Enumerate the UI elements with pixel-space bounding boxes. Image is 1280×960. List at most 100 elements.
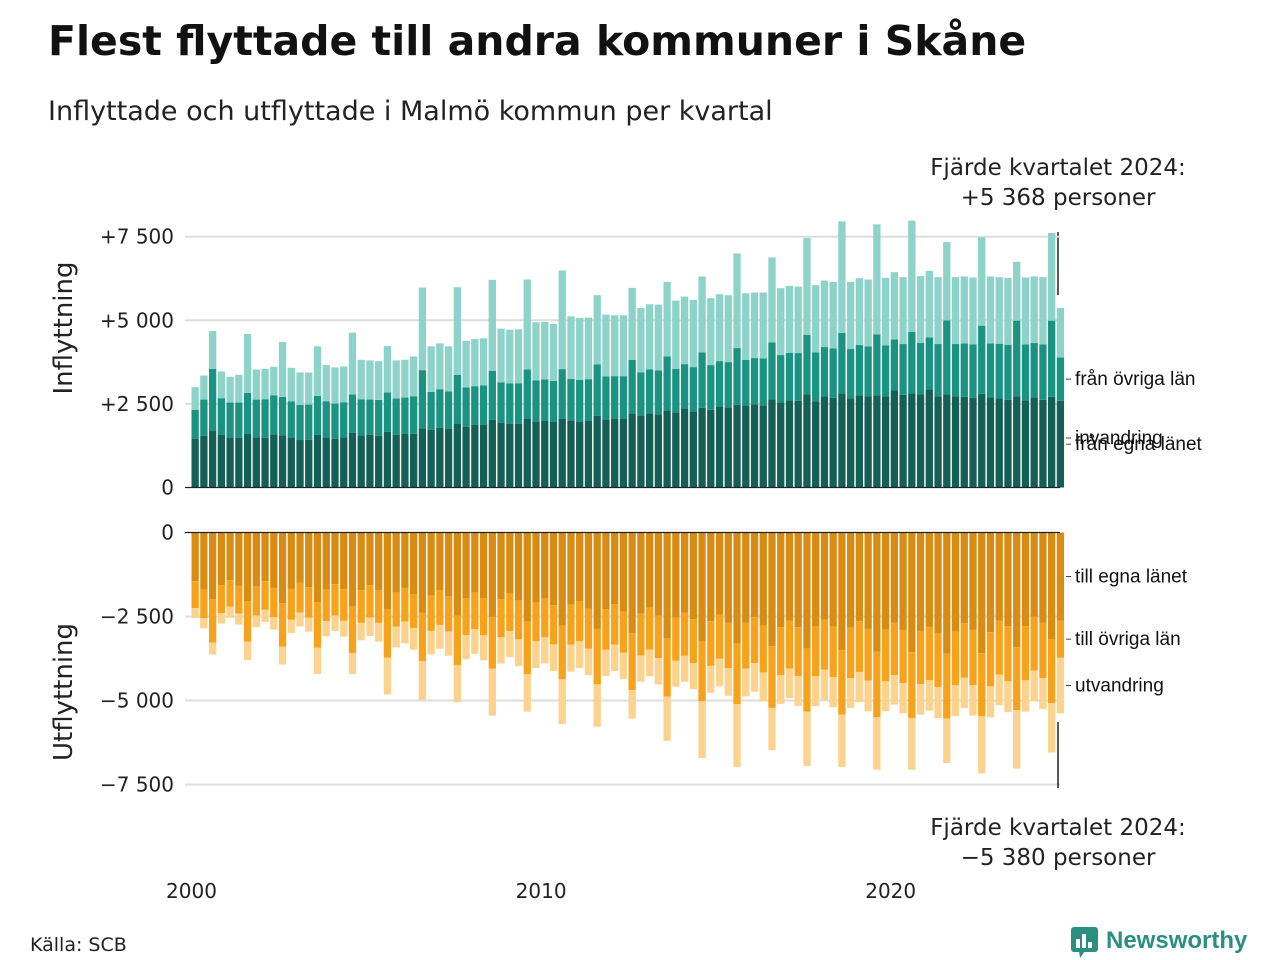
bar-inflyttning-in_egna [217, 435, 226, 488]
bar-utflyttning-out_egna [462, 532, 470, 599]
bar-utflyttning-out_ovriga [1021, 626, 1030, 681]
bar-inflyttning-in_invandring [357, 359, 365, 400]
bar-utflyttning-out_utvandring [785, 668, 794, 699]
bar-utflyttning-out_egna [672, 532, 680, 618]
bar-utflyttning-out_egna [951, 532, 960, 632]
bar-utflyttning-out_ovriga [969, 629, 977, 686]
bar-utflyttning-out_ovriga [777, 627, 785, 675]
bar-inflyttning-in_invandring [873, 224, 881, 335]
bar-inflyttning-in_ovriga [532, 380, 540, 422]
bar-inflyttning-in_ovriga [375, 399, 383, 436]
bar-utflyttning-out_utvandring [637, 655, 645, 682]
bar-utflyttning-out_ovriga [1013, 647, 1021, 711]
bar-inflyttning-in_egna [812, 401, 820, 488]
bar-inflyttning-in_egna [995, 398, 1003, 488]
bar-inflyttning-in_ovriga [733, 348, 741, 405]
bar-inflyttning-in_invandring [479, 338, 488, 386]
bar-utflyttning-out_utvandring [270, 617, 278, 630]
bar-inflyttning-in_invandring [226, 376, 234, 403]
bar-utflyttning-out_utvandring [969, 685, 977, 716]
bar-inflyttning-in_egna [951, 396, 960, 488]
bar-utflyttning-out_egna [479, 532, 488, 599]
bar-utflyttning-out_egna [497, 532, 505, 600]
bar-utflyttning-out_utvandring [444, 631, 453, 656]
bar-inflyttning-in_invandring [1013, 261, 1021, 321]
y-tick-label: −2 500 [100, 605, 174, 629]
bar-utflyttning-out_ovriga [436, 589, 444, 625]
bar-utflyttning-out_egna [908, 532, 916, 653]
bar-utflyttning-out_ovriga [951, 631, 960, 686]
bar-inflyttning-in_egna [558, 418, 566, 488]
bar-utflyttning-out_egna [366, 532, 374, 586]
bar-utflyttning-out_ovriga [742, 622, 750, 669]
bar-utflyttning-out_egna [899, 532, 907, 630]
bar-utflyttning-out_utvandring [497, 637, 505, 664]
bar-utflyttning-out_utvandring [383, 657, 392, 695]
bar-inflyttning-in_invandring [916, 276, 925, 344]
bar-inflyttning-in_ovriga [497, 382, 505, 423]
bar-utflyttning-out_ovriga [847, 627, 855, 678]
bar-inflyttning-in_invandring [689, 299, 697, 368]
bar-inflyttning-in_ovriga [340, 402, 348, 438]
bar-inflyttning-in_ovriga [777, 355, 785, 403]
bar-utflyttning-out_egna [506, 532, 514, 593]
bar-utflyttning-out_utvandring [479, 635, 488, 661]
bar-utflyttning-out_utvandring [506, 630, 514, 658]
bar-inflyttning-in_ovriga [619, 376, 628, 419]
bar-utflyttning-out_ovriga [296, 582, 304, 613]
bar-inflyttning-in_ovriga [1056, 357, 1065, 401]
bar-utflyttning-out_ovriga [401, 587, 409, 622]
bar-inflyttning-in_egna [243, 434, 252, 488]
bar-utflyttning-out_ovriga [208, 599, 217, 643]
bar-inflyttning-in_ovriga [611, 376, 619, 419]
bar-inflyttning-in_invandring [313, 346, 322, 396]
bar-inflyttning-in_invandring [1048, 233, 1056, 321]
bar-utflyttning-out_utvandring [567, 644, 575, 672]
bar-utflyttning-out_utvandring [689, 663, 697, 690]
bar-utflyttning-out_utvandring [890, 674, 898, 705]
bar-inflyttning-in_ovriga [348, 394, 357, 433]
bar-inflyttning-in_egna [925, 389, 933, 488]
bar-inflyttning-in_invandring [497, 328, 505, 383]
bar-utflyttning-out_ovriga [270, 587, 278, 618]
bar-utflyttning-out_egna [427, 532, 435, 596]
bar-inflyttning-in_invandring [847, 281, 855, 350]
bar-utflyttning-out_egna [340, 532, 348, 590]
bar-inflyttning-in_invandring [576, 317, 584, 380]
bar-utflyttning-out_utvandring [698, 701, 706, 758]
bar-inflyttning-in_egna [340, 437, 348, 488]
bar-utflyttning-out_egna [969, 532, 977, 630]
bar-inflyttning-in_ovriga [637, 372, 645, 416]
bar-inflyttning-in_invandring [1039, 277, 1047, 345]
bar-inflyttning-in_ovriga [978, 325, 986, 394]
bar-utflyttning-out_egna [549, 532, 558, 606]
bar-inflyttning-in_invandring [549, 323, 558, 381]
bar-inflyttning-in_ovriga [541, 379, 549, 421]
bar-utflyttning-out_egna [383, 532, 392, 610]
bar-inflyttning-in_egna [287, 437, 295, 488]
series-labels: invandring från övriga län från egna länet… [1066, 369, 1203, 697]
bar-utflyttning-out_ovriga [672, 617, 680, 661]
bar-utflyttning-out_egna [357, 532, 365, 591]
bar-utflyttning-out_ovriga [322, 589, 330, 622]
bar-utflyttning-out_utvandring [1013, 710, 1021, 769]
bar-utflyttning-out_egna [864, 532, 872, 629]
bar-inflyttning-in_ovriga [969, 344, 977, 398]
bar-utflyttning-out_utvandring [471, 629, 479, 654]
bar-utflyttning-out_ovriga [584, 608, 593, 649]
bar-inflyttning-in_egna [969, 397, 977, 488]
bar-utflyttning-out_utvandring [794, 675, 802, 706]
bar-utflyttning-out_utvandring [514, 639, 523, 666]
bar-inflyttning-in_egna [934, 396, 942, 488]
bar-inflyttning-in_invandring [235, 374, 243, 403]
bar-utflyttning-out_egna [243, 532, 252, 602]
bar-inflyttning-in_egna [663, 410, 671, 488]
bar-utflyttning-out_egna [628, 532, 636, 634]
bar-utflyttning-out_utvandring [375, 622, 383, 642]
bar-utflyttning-out_utvandring [322, 621, 330, 637]
bar-inflyttning-in_ovriga [462, 387, 470, 427]
newsworthy-logo: Newsworthy [1071, 927, 1248, 958]
bar-utflyttning-out_ovriga [733, 643, 741, 705]
bottom-annotation-line1: Fjärde kvartalet 2024: [930, 815, 1186, 841]
bar-inflyttning-in_invandring [812, 285, 820, 353]
